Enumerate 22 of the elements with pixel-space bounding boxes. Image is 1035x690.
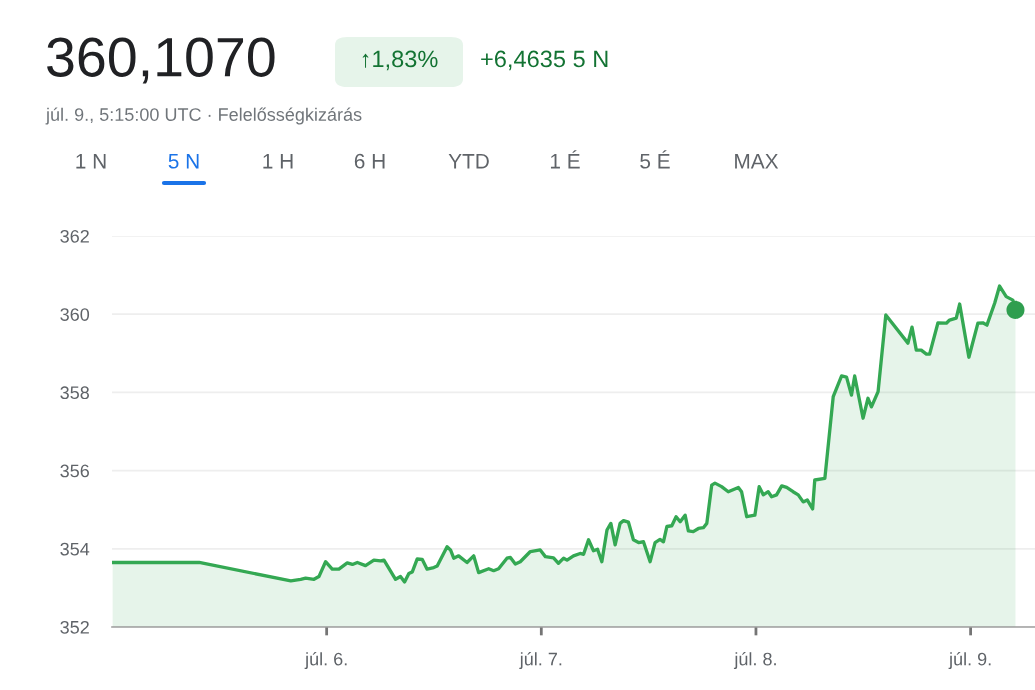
y-tick-label: 352 [60, 620, 89, 634]
text: 5 N [168, 154, 199, 169]
text: +6,4635 5 N [481, 50, 608, 71]
text: YTD [448, 154, 489, 169]
text: júl. 9., 5:15:00 UTC · Felelősségkizárás [45, 107, 362, 125]
text: 5 É [640, 150, 670, 169]
x-tick-label: júl. 8. [733, 652, 776, 670]
text: MAX [735, 154, 779, 169]
y-tick-label: 356 [60, 464, 89, 478]
x-tick-label: júl. 9. [948, 652, 991, 670]
y-tick-label: 360 [60, 308, 90, 321]
y-tick-label: 358 [60, 386, 89, 400]
x-tick-label: júl. 6. [304, 652, 347, 670]
text: 1 H [263, 154, 293, 169]
y-tick-label: 362 [60, 229, 89, 243]
text: 1 N [76, 154, 106, 169]
text: ↑1,83% [362, 50, 438, 71]
y-tick-label: 354 [60, 542, 90, 556]
x-tick-label: júl. 7. [519, 652, 562, 670]
chart-title: 360,1070 [47, 37, 275, 84]
text: 1 É [550, 150, 580, 169]
text: 6 H [354, 153, 385, 169]
